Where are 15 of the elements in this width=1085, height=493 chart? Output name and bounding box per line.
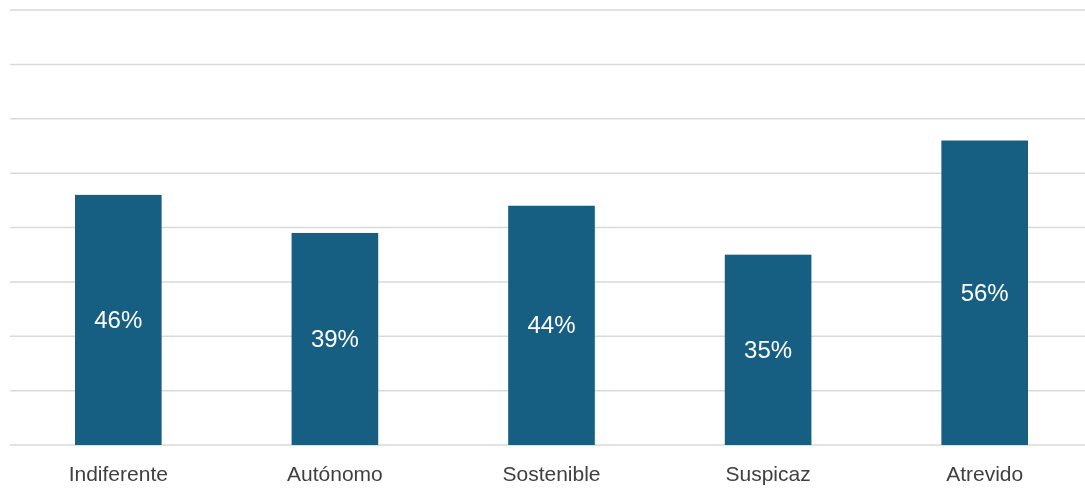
bar [291, 232, 379, 445]
data-label: 35% [744, 335, 793, 363]
bar [508, 205, 595, 445]
bar [74, 194, 162, 445]
x-tick-label: Atrevido [946, 462, 1024, 485]
x-tick-label: Autónomo [287, 462, 383, 485]
x-tick-label: Indiferente [68, 462, 168, 485]
x-tick-label: Suspicaz [725, 462, 811, 485]
x-tick-label: Sostenible [502, 462, 601, 485]
data-label: 44% [527, 311, 576, 339]
data-label: 39% [310, 324, 359, 352]
data-label: 56% [960, 278, 1009, 306]
data-label: 46% [94, 305, 143, 333]
bar [941, 140, 1029, 445]
bar [724, 254, 812, 445]
